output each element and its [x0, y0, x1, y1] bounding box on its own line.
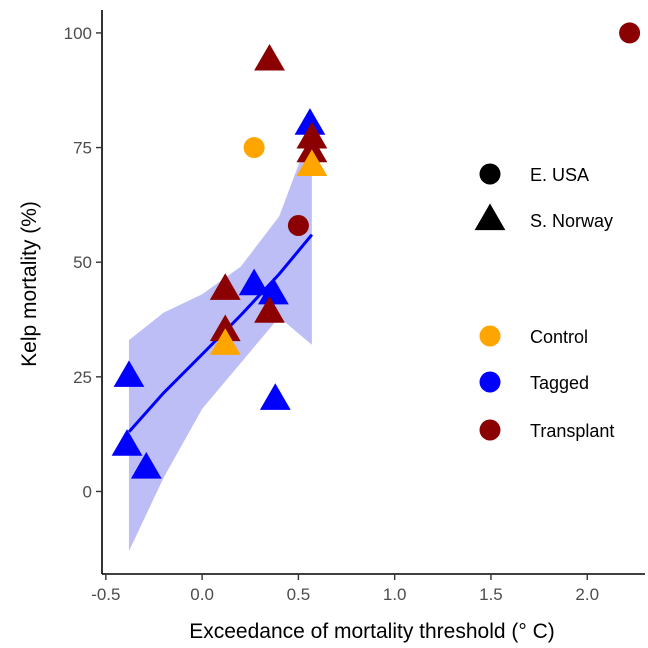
- data-point-6: [296, 135, 328, 163]
- data-point-17: [130, 452, 162, 479]
- axes-layer: -0.5 0.0 0.5 1.0 1.5 2.0 0 25 50 75 100: [64, 10, 645, 604]
- x-tick-label: 1.0: [383, 585, 407, 604]
- data-point-5: [296, 121, 328, 149]
- y-tick-label: 25: [73, 368, 92, 387]
- legend-key-circle: [479, 163, 501, 185]
- y-axis-title: Kelp mortality (%): [18, 201, 41, 367]
- data-point-7: [296, 149, 328, 177]
- data-point-8: [238, 268, 270, 296]
- data-point-12: [209, 314, 241, 342]
- data-point-1: [243, 137, 265, 159]
- data-point-13: [209, 328, 241, 355]
- data-point-15: [113, 360, 145, 387]
- legend-label-group: Tagged: [530, 373, 589, 393]
- legend-key-control: [479, 325, 501, 347]
- data-point-0: [619, 22, 641, 44]
- legend-key-transplant: [479, 419, 501, 441]
- y-tick-label: 50: [73, 253, 92, 272]
- data-point-9: [257, 277, 289, 305]
- data-point-16: [111, 429, 143, 456]
- legend-key-tagged: [479, 371, 501, 393]
- data-point-14: [259, 383, 291, 410]
- y-tick-label: 75: [73, 139, 92, 158]
- legend-label-shape: E. USA: [530, 165, 589, 185]
- legend-label-group: Transplant: [530, 421, 614, 441]
- legend-layer: E. USA S. Norway Control Tagged Transplant: [474, 163, 614, 441]
- x-tick-label: 0.5: [287, 585, 311, 604]
- data-point-2: [287, 215, 309, 237]
- data-point-10: [254, 296, 285, 323]
- y-tick-label: 100: [64, 24, 92, 43]
- legend-key-triangle: [474, 203, 506, 231]
- x-tick-label: 1.5: [479, 585, 503, 604]
- x-axis-title: Exceedance of mortality threshold (° C): [189, 620, 555, 643]
- x-tick-label: -0.5: [91, 585, 120, 604]
- data-point-4: [294, 108, 326, 135]
- y-tick-label: 0: [83, 482, 92, 501]
- data-point-11: [209, 273, 241, 300]
- legend-label-group: Control: [530, 327, 588, 347]
- x-tick-label: 2.0: [575, 585, 599, 604]
- data-point-3: [254, 43, 285, 71]
- x-tick-label: 0.0: [190, 585, 214, 604]
- legend-label-shape: S. Norway: [530, 211, 613, 231]
- data-points-layer: [111, 22, 641, 479]
